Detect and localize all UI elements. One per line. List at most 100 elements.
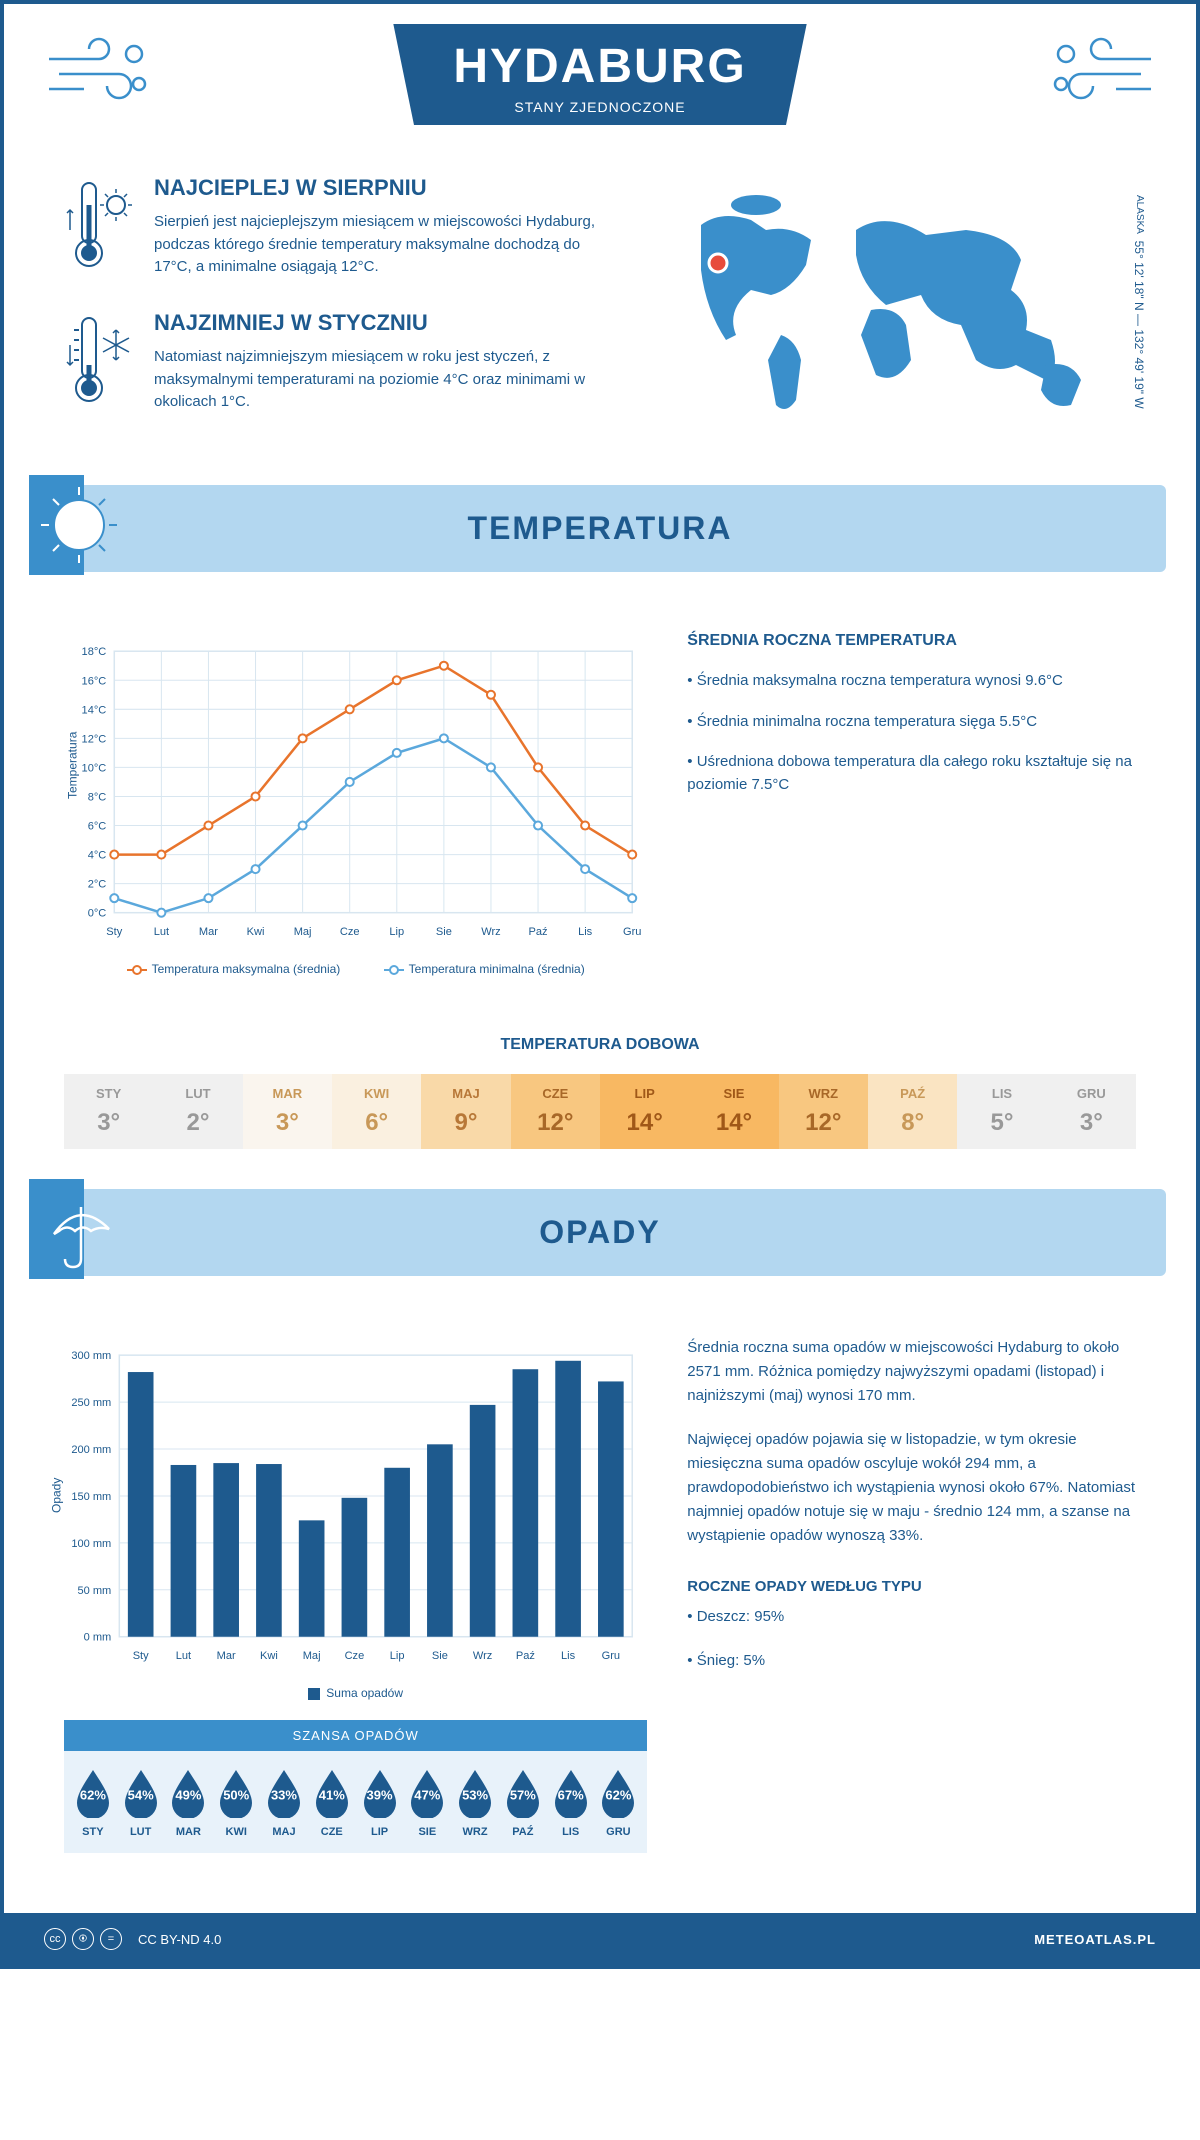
svg-text:Lis: Lis — [578, 926, 593, 938]
svg-text:Cze: Cze — [340, 926, 360, 938]
temperature-stats: ŚREDNIA ROCZNA TEMPERATURA • Średnia mak… — [687, 632, 1136, 976]
chance-cell: 47% SIE — [403, 1766, 451, 1838]
raindrop-icon: 41% — [311, 1766, 353, 1818]
chance-cell: 50% KWI — [212, 1766, 260, 1838]
chance-header: SZANSA OPADÓW — [64, 1720, 647, 1751]
daily-cell: LIP14° — [600, 1074, 689, 1149]
daily-cell: MAR3° — [243, 1074, 332, 1149]
svg-text:Kwi: Kwi — [247, 926, 265, 938]
daily-cell: SIE14° — [689, 1074, 778, 1149]
raindrop-icon: 57% — [502, 1766, 544, 1818]
coldest-text: Natomiast najzimniejszym miesiącem w rok… — [154, 346, 616, 414]
temperature-section-header: TEMPERATURA — [34, 485, 1166, 572]
header: HYDABURG STANY ZJEDNOCZONE — [4, 4, 1196, 155]
svg-text:Gru: Gru — [623, 926, 641, 938]
svg-text:18°C: 18°C — [82, 646, 107, 658]
daily-cell: CZE12° — [511, 1074, 600, 1149]
chance-cell: 39% LIP — [356, 1766, 404, 1838]
svg-text:250 mm: 250 mm — [71, 1397, 111, 1409]
header-banner: HYDABURG STANY ZJEDNOCZONE — [393, 24, 806, 125]
coordinates: ALASKA 55° 12' 18" N — 132° 49' 19" W — [1132, 195, 1146, 409]
svg-text:Gru: Gru — [602, 1650, 620, 1662]
svg-text:Lip: Lip — [389, 926, 404, 938]
precipitation-bar-chart: Opady 0 mm50 mm100 mm150 mm200 mm250 mm3… — [64, 1336, 647, 1853]
svg-text:Maj: Maj — [303, 1650, 321, 1662]
svg-text:Paź: Paź — [516, 1650, 535, 1662]
world-map-container: ALASKA 55° 12' 18" N — 132° 49' 19" W — [656, 175, 1136, 445]
daily-cell: KWI6° — [332, 1074, 421, 1149]
svg-text:16°C: 16°C — [82, 675, 107, 687]
chance-cell: 33% MAJ — [260, 1766, 308, 1838]
daily-cell: LIS5° — [957, 1074, 1046, 1149]
warmest-block: NAJCIEPLEJ W SIERPNIU Sierpień jest najc… — [64, 175, 616, 280]
chance-cell: 41% CZE — [308, 1766, 356, 1838]
location-marker — [709, 254, 727, 272]
svg-text:0°C: 0°C — [88, 908, 107, 920]
raindrop-icon: 54% — [120, 1766, 162, 1818]
thermometer-hot-icon — [64, 175, 134, 280]
raindrop-icon: 62% — [597, 1766, 639, 1818]
daily-cell: GRU3° — [1047, 1074, 1136, 1149]
svg-text:Wrz: Wrz — [473, 1650, 492, 1662]
footer: cc 🅯 = CC BY-ND 4.0 METEOATLAS.PL — [4, 1913, 1196, 1965]
chance-cell: 53% WRZ — [451, 1766, 499, 1838]
precipitation-title: OPADY — [59, 1214, 1141, 1251]
country-name: STANY ZJEDNOCZONE — [453, 99, 746, 115]
svg-text:100 mm: 100 mm — [71, 1538, 111, 1550]
svg-text:4°C: 4°C — [88, 850, 107, 862]
coldest-block: NAJZIMNIEJ W STYCZNIU Natomiast najzimni… — [64, 310, 616, 415]
chance-cell: 49% MAR — [165, 1766, 213, 1838]
raindrop-icon: 50% — [215, 1766, 257, 1818]
svg-text:2°C: 2°C — [88, 879, 107, 891]
intro-section: NAJCIEPLEJ W SIERPNIU Sierpień jest najc… — [4, 155, 1196, 485]
svg-text:12°C: 12°C — [82, 733, 107, 745]
precipitation-section-header: OPADY — [34, 1189, 1166, 1276]
svg-text:Cze: Cze — [345, 1650, 365, 1662]
svg-text:Kwi: Kwi — [260, 1650, 278, 1662]
coldest-title: NAJZIMNIEJ W STYCZNIU — [154, 310, 616, 336]
svg-text:10°C: 10°C — [82, 762, 107, 774]
warmest-title: NAJCIEPLEJ W SIERPNIU — [154, 175, 616, 201]
cc-icon: cc — [44, 1928, 66, 1950]
raindrop-icon: 62% — [72, 1766, 114, 1818]
raindrop-icon: 49% — [167, 1766, 209, 1818]
daily-cell: STY3° — [64, 1074, 153, 1149]
svg-text:Mar: Mar — [217, 1650, 236, 1662]
svg-text:Sie: Sie — [432, 1650, 448, 1662]
svg-text:Lut: Lut — [154, 926, 169, 938]
temperature-title: TEMPERATURA — [59, 510, 1141, 547]
wind-icon-right — [1046, 34, 1156, 109]
svg-text:300 mm: 300 mm — [71, 1350, 111, 1362]
umbrella-icon — [29, 1179, 129, 1284]
daily-cell: PAŹ8° — [868, 1074, 957, 1149]
raindrop-icon: 33% — [263, 1766, 305, 1818]
svg-text:Sty: Sty — [106, 926, 122, 938]
chance-cell: 62% GRU — [595, 1766, 643, 1838]
nd-icon: = — [100, 1928, 122, 1950]
chance-cell: 57% PAŹ — [499, 1766, 547, 1838]
raindrop-icon: 47% — [406, 1766, 448, 1818]
svg-text:Wrz: Wrz — [481, 926, 500, 938]
daily-cell: LUT2° — [153, 1074, 242, 1149]
svg-text:Lip: Lip — [390, 1650, 405, 1662]
svg-text:Lis: Lis — [561, 1650, 576, 1662]
site-name: METEOATLAS.PL — [1034, 1932, 1156, 1947]
raindrop-icon: 53% — [454, 1766, 496, 1818]
svg-text:14°C: 14°C — [82, 704, 107, 716]
temperature-line-chart: Temperatura 0°C2°C4°C6°C8°C10°C12°C14°C1… — [64, 632, 647, 976]
svg-text:0 mm: 0 mm — [84, 1632, 112, 1644]
svg-text:Paź: Paź — [529, 926, 548, 938]
warmest-text: Sierpień jest najcieplejszym miesiącem w… — [154, 211, 616, 279]
svg-text:50 mm: 50 mm — [78, 1585, 112, 1597]
infographic-page: HYDABURG STANY ZJEDNOCZONE NAJCIEPLEJ W … — [0, 0, 1200, 1969]
svg-text:Lut: Lut — [176, 1650, 191, 1662]
svg-text:Sie: Sie — [436, 926, 452, 938]
daily-temperature-table: TEMPERATURA DOBOWA STY3°LUT2°MAR3°KWI6°M… — [64, 1036, 1136, 1149]
svg-text:Mar: Mar — [199, 926, 218, 938]
precipitation-text: Średnia roczna suma opadów w miejscowośc… — [687, 1336, 1136, 1853]
wind-icon-left — [44, 34, 154, 109]
sun-icon — [29, 475, 129, 580]
by-icon: 🅯 — [72, 1928, 94, 1950]
svg-text:6°C: 6°C — [88, 821, 107, 833]
svg-text:8°C: 8°C — [88, 791, 107, 803]
